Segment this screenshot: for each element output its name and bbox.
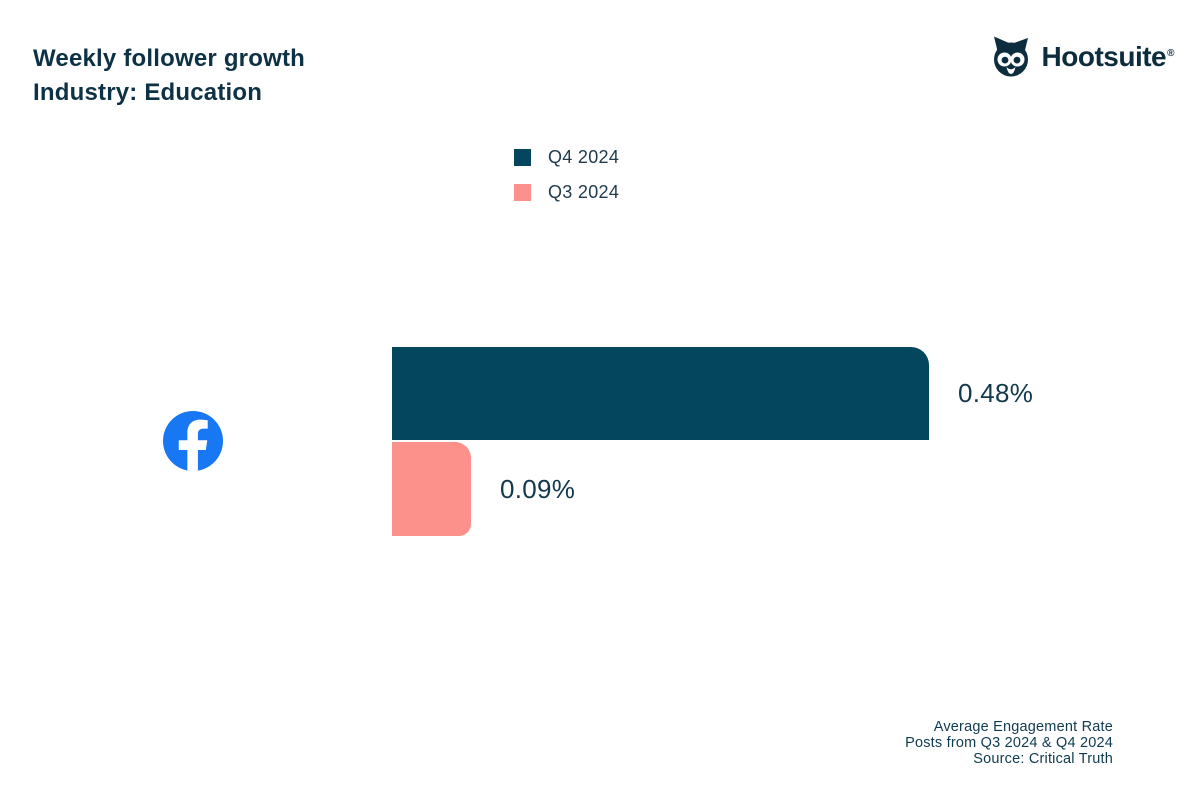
- bar-row-q3: 0.09%: [392, 442, 575, 536]
- value-label-q3: 0.09%: [500, 473, 576, 504]
- value-label-q4: 0.48%: [958, 378, 1034, 408]
- hootsuite-owl-icon: [993, 36, 1028, 77]
- bar-q4-2024: [392, 347, 929, 440]
- legend-label-q3: Q3 2024: [548, 181, 620, 202]
- bar-row-q4: 0.48%: [392, 347, 1033, 440]
- legend-label-q4: Q4 2024: [548, 146, 620, 167]
- facebook-icon: [163, 411, 223, 471]
- legend-swatch-q3: [514, 183, 531, 201]
- title-line-1: Weekly follower growth: [33, 45, 305, 72]
- title-line-2: Industry: Education: [33, 79, 263, 106]
- legend-item-q4: Q4 2024: [514, 146, 619, 168]
- hootsuite-logo: Hootsuite®: [989, 36, 1174, 78]
- footer-line-2: Posts from Q3 2024 & Q4 2024: [905, 735, 1113, 751]
- footer-line-3: Source: Critical Truth: [973, 751, 1113, 767]
- hootsuite-wordmark: Hootsuite®: [1041, 41, 1175, 72]
- bar-q3-2024: [392, 442, 471, 536]
- page-title: Weekly follower growth Industry: Educati…: [33, 42, 305, 110]
- legend-swatch-q4: [514, 148, 531, 166]
- chart-legend: Q4 2024 Q3 2024: [514, 146, 619, 216]
- footer-line-1: Average Engagement Rate: [933, 719, 1113, 735]
- footer-note: Average Engagement Rate Posts from Q3 20…: [905, 719, 1113, 767]
- registered-trademark-symbol: ®: [1167, 47, 1174, 59]
- legend-item-q3: Q3 2024: [514, 181, 619, 203]
